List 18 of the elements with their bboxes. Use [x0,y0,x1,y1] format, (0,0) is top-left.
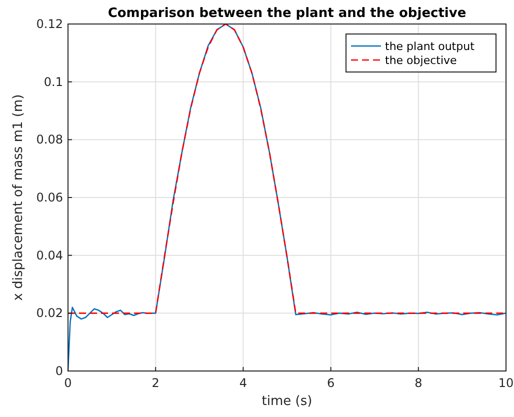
y-tick-label: 0 [55,364,63,378]
y-tick-label: 0.12 [36,17,63,31]
x-tick-label: 0 [64,376,72,390]
y-tick-label: 0.08 [36,132,63,147]
chart-title: Comparison between the plant and the objective [108,6,466,21]
x-tick-label: 4 [239,376,248,390]
x-tick-label: 8 [414,376,422,390]
y-tick-label: 0.06 [36,190,63,204]
y-tick-label: 0.04 [36,248,63,262]
y-axis-title: x displacement of mass m1 (m) [11,94,26,301]
y-tick-label: 0.1 [44,74,63,89]
legend-label: the plant output [385,40,476,53]
x-axis-title: time (s) [262,394,312,409]
x-tick-label: 6 [326,376,335,390]
legend-label: the objective [385,54,458,67]
x-tick-label: 10 [498,376,514,390]
y-tick-label: 0.02 [36,306,63,320]
x-tick-label: 2 [152,376,160,390]
